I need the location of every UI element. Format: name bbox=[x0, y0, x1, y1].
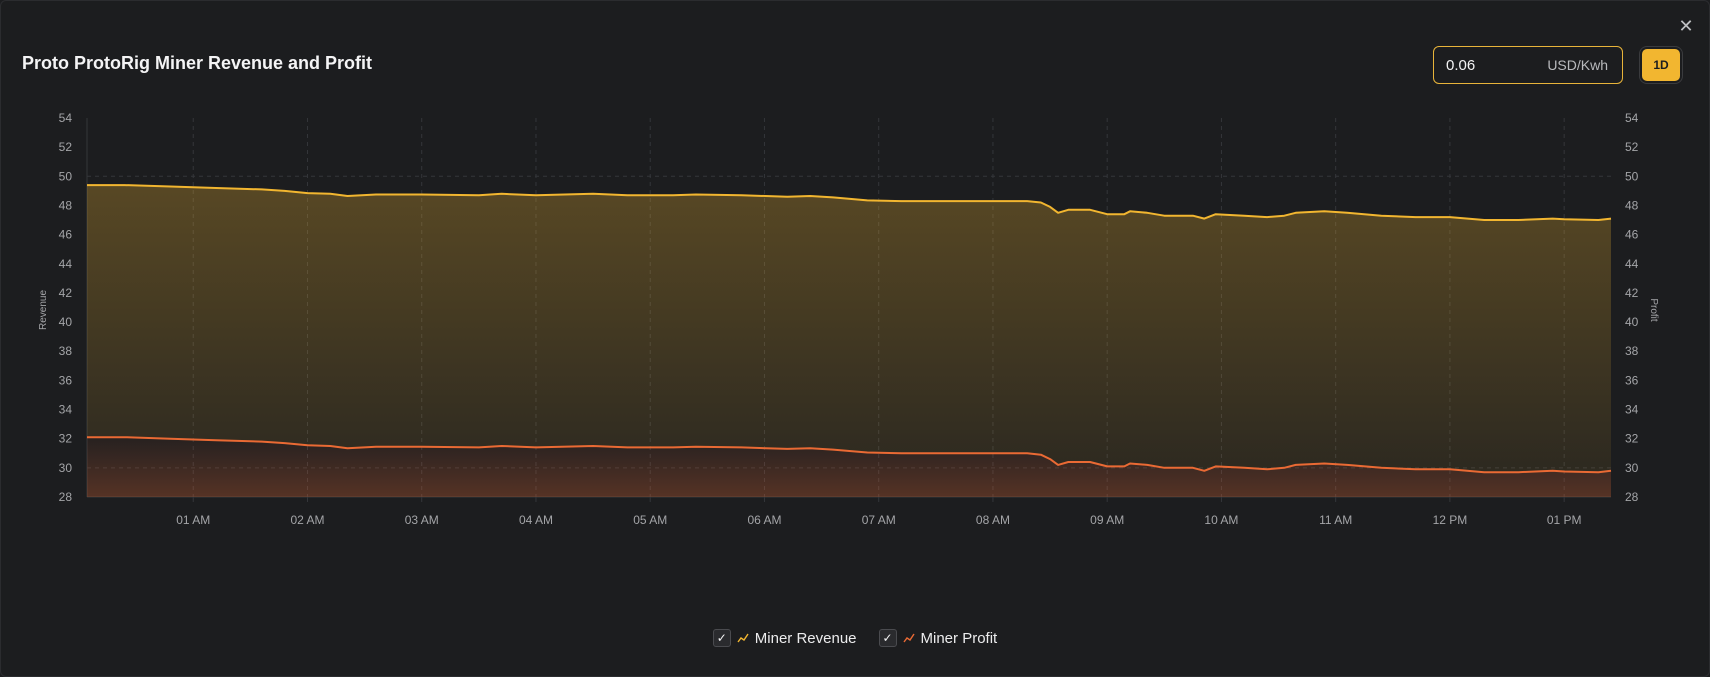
chart-title: Proto ProtoRig Miner Revenue and Profit bbox=[22, 53, 373, 73]
y-tick-label-left: 40 bbox=[59, 315, 73, 329]
x-tick-label: 10 AM bbox=[1204, 513, 1238, 527]
line-chart-icon bbox=[737, 633, 749, 643]
profit-area bbox=[87, 437, 1611, 497]
y-tick-label-left: 30 bbox=[59, 461, 73, 475]
revenue-profit-chart: 28 28 30 30 32 32 34 34 36 36 38 38 40 40 42 42 44 44 46 46… bbox=[38, 111, 1659, 527]
legend-label-revenue: Miner Revenue bbox=[754, 629, 857, 647]
line-chart-icon bbox=[902, 633, 915, 643]
x-tick-label: 04 AM bbox=[519, 513, 553, 527]
x-tick-label: 02 AM bbox=[290, 513, 324, 527]
y-tick-label-right: 36 bbox=[1625, 373, 1639, 387]
y-tick-label-left: 50 bbox=[59, 169, 73, 183]
close-icon[interactable]: ✕ bbox=[1678, 16, 1694, 36]
y-tick-label-right: 54 bbox=[1625, 111, 1639, 125]
y-tick-label-left: 48 bbox=[59, 198, 73, 212]
x-tick-label: 12 PM bbox=[1433, 513, 1468, 527]
series-lines bbox=[87, 184, 1612, 474]
y-tick-label-right: 44 bbox=[1625, 257, 1639, 271]
electricity-price-field[interactable]: USD/Kwh bbox=[1433, 46, 1623, 84]
range-1d-button[interactable]: 1D bbox=[1642, 49, 1680, 81]
y-tick-label-left: 28 bbox=[59, 490, 73, 504]
y-tick-label-left: 52 bbox=[59, 140, 73, 154]
x-tick-label: 03 AM bbox=[405, 513, 439, 527]
y-tick-label-right: 46 bbox=[1625, 228, 1639, 242]
x-tick-label: 09 AM bbox=[1090, 513, 1124, 527]
y-tick-label-left: 42 bbox=[59, 286, 73, 300]
y-tick-label-left: 34 bbox=[59, 403, 73, 417]
y-tick-label-right: 40 bbox=[1625, 315, 1639, 329]
y-tick-label-right: 42 bbox=[1625, 286, 1639, 300]
y-tick-label-right: 48 bbox=[1625, 198, 1639, 212]
y-tick-label-right: 28 bbox=[1625, 490, 1639, 504]
y-tick-label-left: 44 bbox=[59, 257, 73, 271]
legend-item-profit[interactable]: ✓ Miner Profit bbox=[878, 629, 998, 647]
x-tick-label: 06 AM bbox=[747, 513, 781, 527]
revenue-line bbox=[87, 184, 1612, 221]
y-tick-label-right: 38 bbox=[1625, 344, 1639, 358]
electricity-price-input[interactable] bbox=[1446, 56, 1526, 74]
y-tick-label-left: 46 bbox=[59, 228, 73, 242]
x-tick-label: 07 AM bbox=[862, 513, 896, 527]
x-tick-label: 11 AM bbox=[1319, 513, 1352, 527]
axis-ticks: 28 28 30 30 32 32 34 34 36 36 38 38 40 40 42 42 44 44 46 46… bbox=[59, 111, 1639, 527]
y-axis-title-right: Profit bbox=[1648, 298, 1659, 322]
y-tick-label-right: 30 bbox=[1625, 461, 1639, 475]
y-tick-label-right: 34 bbox=[1625, 403, 1639, 417]
y-tick-label-left: 38 bbox=[59, 344, 73, 358]
y-tick-label-right: 50 bbox=[1625, 169, 1639, 183]
revenue-area bbox=[87, 185, 1611, 473]
y-axis-title-left: Revenue bbox=[38, 290, 49, 330]
x-tick-label: 05 AM bbox=[633, 513, 667, 527]
checkbox-profit[interactable]: ✓ bbox=[878, 629, 897, 647]
y-tick-label-right: 52 bbox=[1625, 140, 1639, 154]
y-tick-label-left: 36 bbox=[59, 373, 73, 387]
x-tick-label: 08 AM bbox=[976, 513, 1010, 527]
y-tick-label-left: 54 bbox=[59, 111, 73, 125]
y-tick-label-left: 32 bbox=[59, 432, 73, 446]
series-areas bbox=[87, 185, 1611, 497]
x-tick-label: 01 AM bbox=[176, 513, 210, 527]
y-tick-label-right: 32 bbox=[1625, 432, 1639, 446]
x-tick-label: 01 PM bbox=[1547, 513, 1582, 527]
price-unit-label: USD/Kwh bbox=[1547, 57, 1608, 73]
profit-line bbox=[87, 436, 1612, 474]
chart-legend: ✓ Miner Revenue ✓ Miner Profit bbox=[0, 629, 1710, 647]
legend-item-revenue[interactable]: ✓ Miner Revenue bbox=[712, 629, 857, 647]
checkbox-revenue[interactable]: ✓ bbox=[712, 629, 731, 647]
legend-label-profit: Miner Profit bbox=[920, 629, 998, 647]
